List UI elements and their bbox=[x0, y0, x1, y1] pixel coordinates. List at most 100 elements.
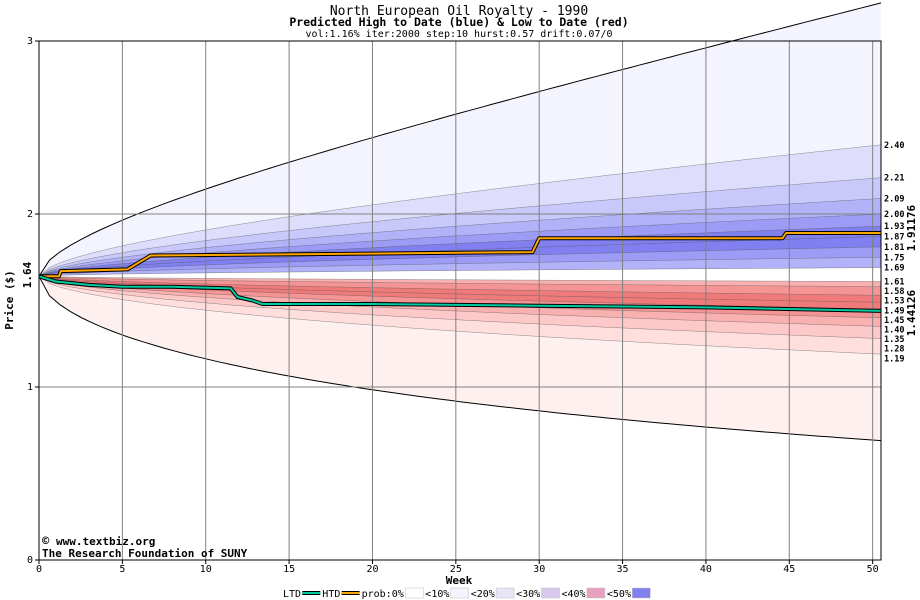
low-end-label: 1.44126 bbox=[905, 289, 918, 336]
probability-band bbox=[39, 267, 881, 282]
probability-band bbox=[39, 177, 881, 277]
legend-prob-swatch bbox=[495, 587, 515, 599]
chart-subtitle: Predicted High to Date (blue) & Low to D… bbox=[289, 15, 628, 29]
series-lines bbox=[38, 231, 882, 313]
y-tick-label: 2 bbox=[27, 209, 33, 220]
y-tick-label: 3 bbox=[27, 36, 33, 47]
band-boundary bbox=[38, 276, 882, 355]
credit-organization: The Research Foundation of SUNY bbox=[42, 547, 248, 560]
band-boundary bbox=[38, 257, 882, 277]
grid-lines bbox=[39, 41, 881, 560]
x-tick-label: 20 bbox=[366, 564, 378, 575]
band-end-label: 1.69 bbox=[884, 264, 904, 274]
probability-band bbox=[39, 257, 881, 277]
x-tick-label: 5 bbox=[119, 564, 125, 575]
probability-bands bbox=[38, 2, 882, 442]
probability-band bbox=[39, 2, 881, 277]
band-boundary bbox=[38, 177, 882, 277]
band-boundary bbox=[38, 276, 882, 327]
probability-band bbox=[39, 246, 881, 277]
band-end-labels: 2.40 2.21 2.09 2.00 1.931.871.811.751.69 1.61… bbox=[884, 141, 904, 364]
x-tick-label: 10 bbox=[200, 564, 212, 575]
legend-ltd-label: LTD bbox=[283, 589, 301, 600]
band-end-label: 1.61 bbox=[884, 278, 904, 288]
band-boundary bbox=[38, 246, 882, 277]
y-tick-label: 1 bbox=[27, 382, 33, 393]
probability-band bbox=[39, 144, 881, 277]
x-tick-label: 35 bbox=[617, 564, 629, 575]
band-end-label: 1.75 bbox=[884, 253, 904, 263]
legend-prob-label: <30% bbox=[516, 589, 540, 600]
x-tick-label: 40 bbox=[700, 564, 712, 575]
band-end-label: 1.58 bbox=[884, 287, 904, 297]
probability-band bbox=[39, 276, 881, 355]
start-price-label: 1.64 bbox=[21, 261, 34, 288]
band-boundary bbox=[38, 225, 882, 277]
probability-band bbox=[39, 276, 881, 310]
band-end-label: 2.21 bbox=[884, 174, 904, 184]
legend-prob-label: <10% bbox=[425, 589, 449, 600]
y-tick-label: 0 bbox=[27, 555, 33, 566]
band-end-label: 1.28 bbox=[884, 345, 904, 355]
band-end-label: 2.00 bbox=[884, 210, 904, 220]
probability-band bbox=[39, 276, 881, 339]
legend-prob-label: <40% bbox=[562, 589, 586, 600]
legend-htd-label: HTD bbox=[322, 589, 340, 600]
legend: LTD HTD prob:0% <10% <20% <30% <40% <50% bbox=[283, 587, 651, 600]
band-boundary bbox=[38, 144, 882, 277]
probability-band bbox=[39, 236, 881, 277]
x-tick-label: 15 bbox=[283, 564, 295, 575]
band-end-label: 1.93 bbox=[884, 222, 904, 232]
band-boundary bbox=[38, 198, 882, 277]
probability-band bbox=[39, 276, 881, 327]
x-tick-label: 50 bbox=[867, 564, 879, 575]
x-tick-label: 25 bbox=[450, 564, 462, 575]
legend-prob-swatch bbox=[632, 587, 651, 599]
legend-prob-label: <50% bbox=[607, 589, 631, 600]
probability-band bbox=[39, 214, 881, 277]
legend-prob-label: <20% bbox=[471, 589, 495, 600]
credit-website[interactable]: www.textbiz.org bbox=[56, 535, 155, 548]
band-end-label: 1.49 bbox=[884, 306, 904, 316]
band-end-label: 1.45 bbox=[884, 316, 904, 326]
high-end-label: 1.91176 bbox=[905, 204, 918, 251]
band-end-label: 1.40 bbox=[884, 326, 904, 336]
x-tick-label: 0 bbox=[36, 564, 42, 575]
copyright-icon: © bbox=[42, 534, 50, 548]
x-tick-label: 45 bbox=[783, 564, 795, 575]
axis-ticks: 0 5 10 15 20 25 30 35 40 45 50 0 1 2 3 bbox=[27, 36, 879, 575]
band-end-label: 1.81 bbox=[884, 243, 904, 253]
band-boundary bbox=[38, 276, 882, 339]
band-boundary bbox=[38, 2, 882, 277]
x-axis-label: Week bbox=[446, 574, 473, 587]
legend-prob-swatch bbox=[586, 587, 606, 599]
band-end-label: 1.35 bbox=[884, 335, 904, 345]
plot-frame bbox=[38, 40, 882, 561]
legend-prob-swatch bbox=[541, 587, 560, 599]
series-line-htd bbox=[39, 232, 881, 278]
probability-band bbox=[39, 276, 881, 441]
chart-title: North European Oil Royalty - 1990 bbox=[330, 4, 588, 19]
band-end-label: 1.87 bbox=[884, 233, 904, 243]
band-boundary bbox=[38, 276, 882, 442]
probability-band bbox=[39, 276, 881, 287]
band-boundary bbox=[38, 276, 882, 282]
series-line-ltd bbox=[38, 275, 882, 312]
y-axis-label: Price ($) bbox=[3, 270, 16, 330]
probability-band bbox=[39, 198, 881, 277]
band-boundary bbox=[38, 276, 882, 296]
legend-prob-swatch bbox=[405, 587, 424, 599]
band-end-label: 1.53 bbox=[884, 297, 904, 307]
legend-htd-swatch bbox=[341, 592, 360, 594]
band-end-label: 1.19 bbox=[884, 354, 904, 364]
legend-prob-label: prob:0% bbox=[362, 589, 404, 600]
chart-params: vol:1.16% iter:2000 step:10 hurst:0.57 d… bbox=[305, 29, 612, 40]
x-tick-label: 30 bbox=[533, 564, 545, 575]
band-boundary bbox=[38, 236, 882, 277]
band-end-label: 2.40 bbox=[884, 141, 904, 151]
legend-prob-swatch bbox=[450, 587, 469, 599]
band-boundary bbox=[38, 276, 882, 287]
band-boundary bbox=[38, 267, 882, 277]
band-end-label: 2.09 bbox=[884, 194, 904, 204]
